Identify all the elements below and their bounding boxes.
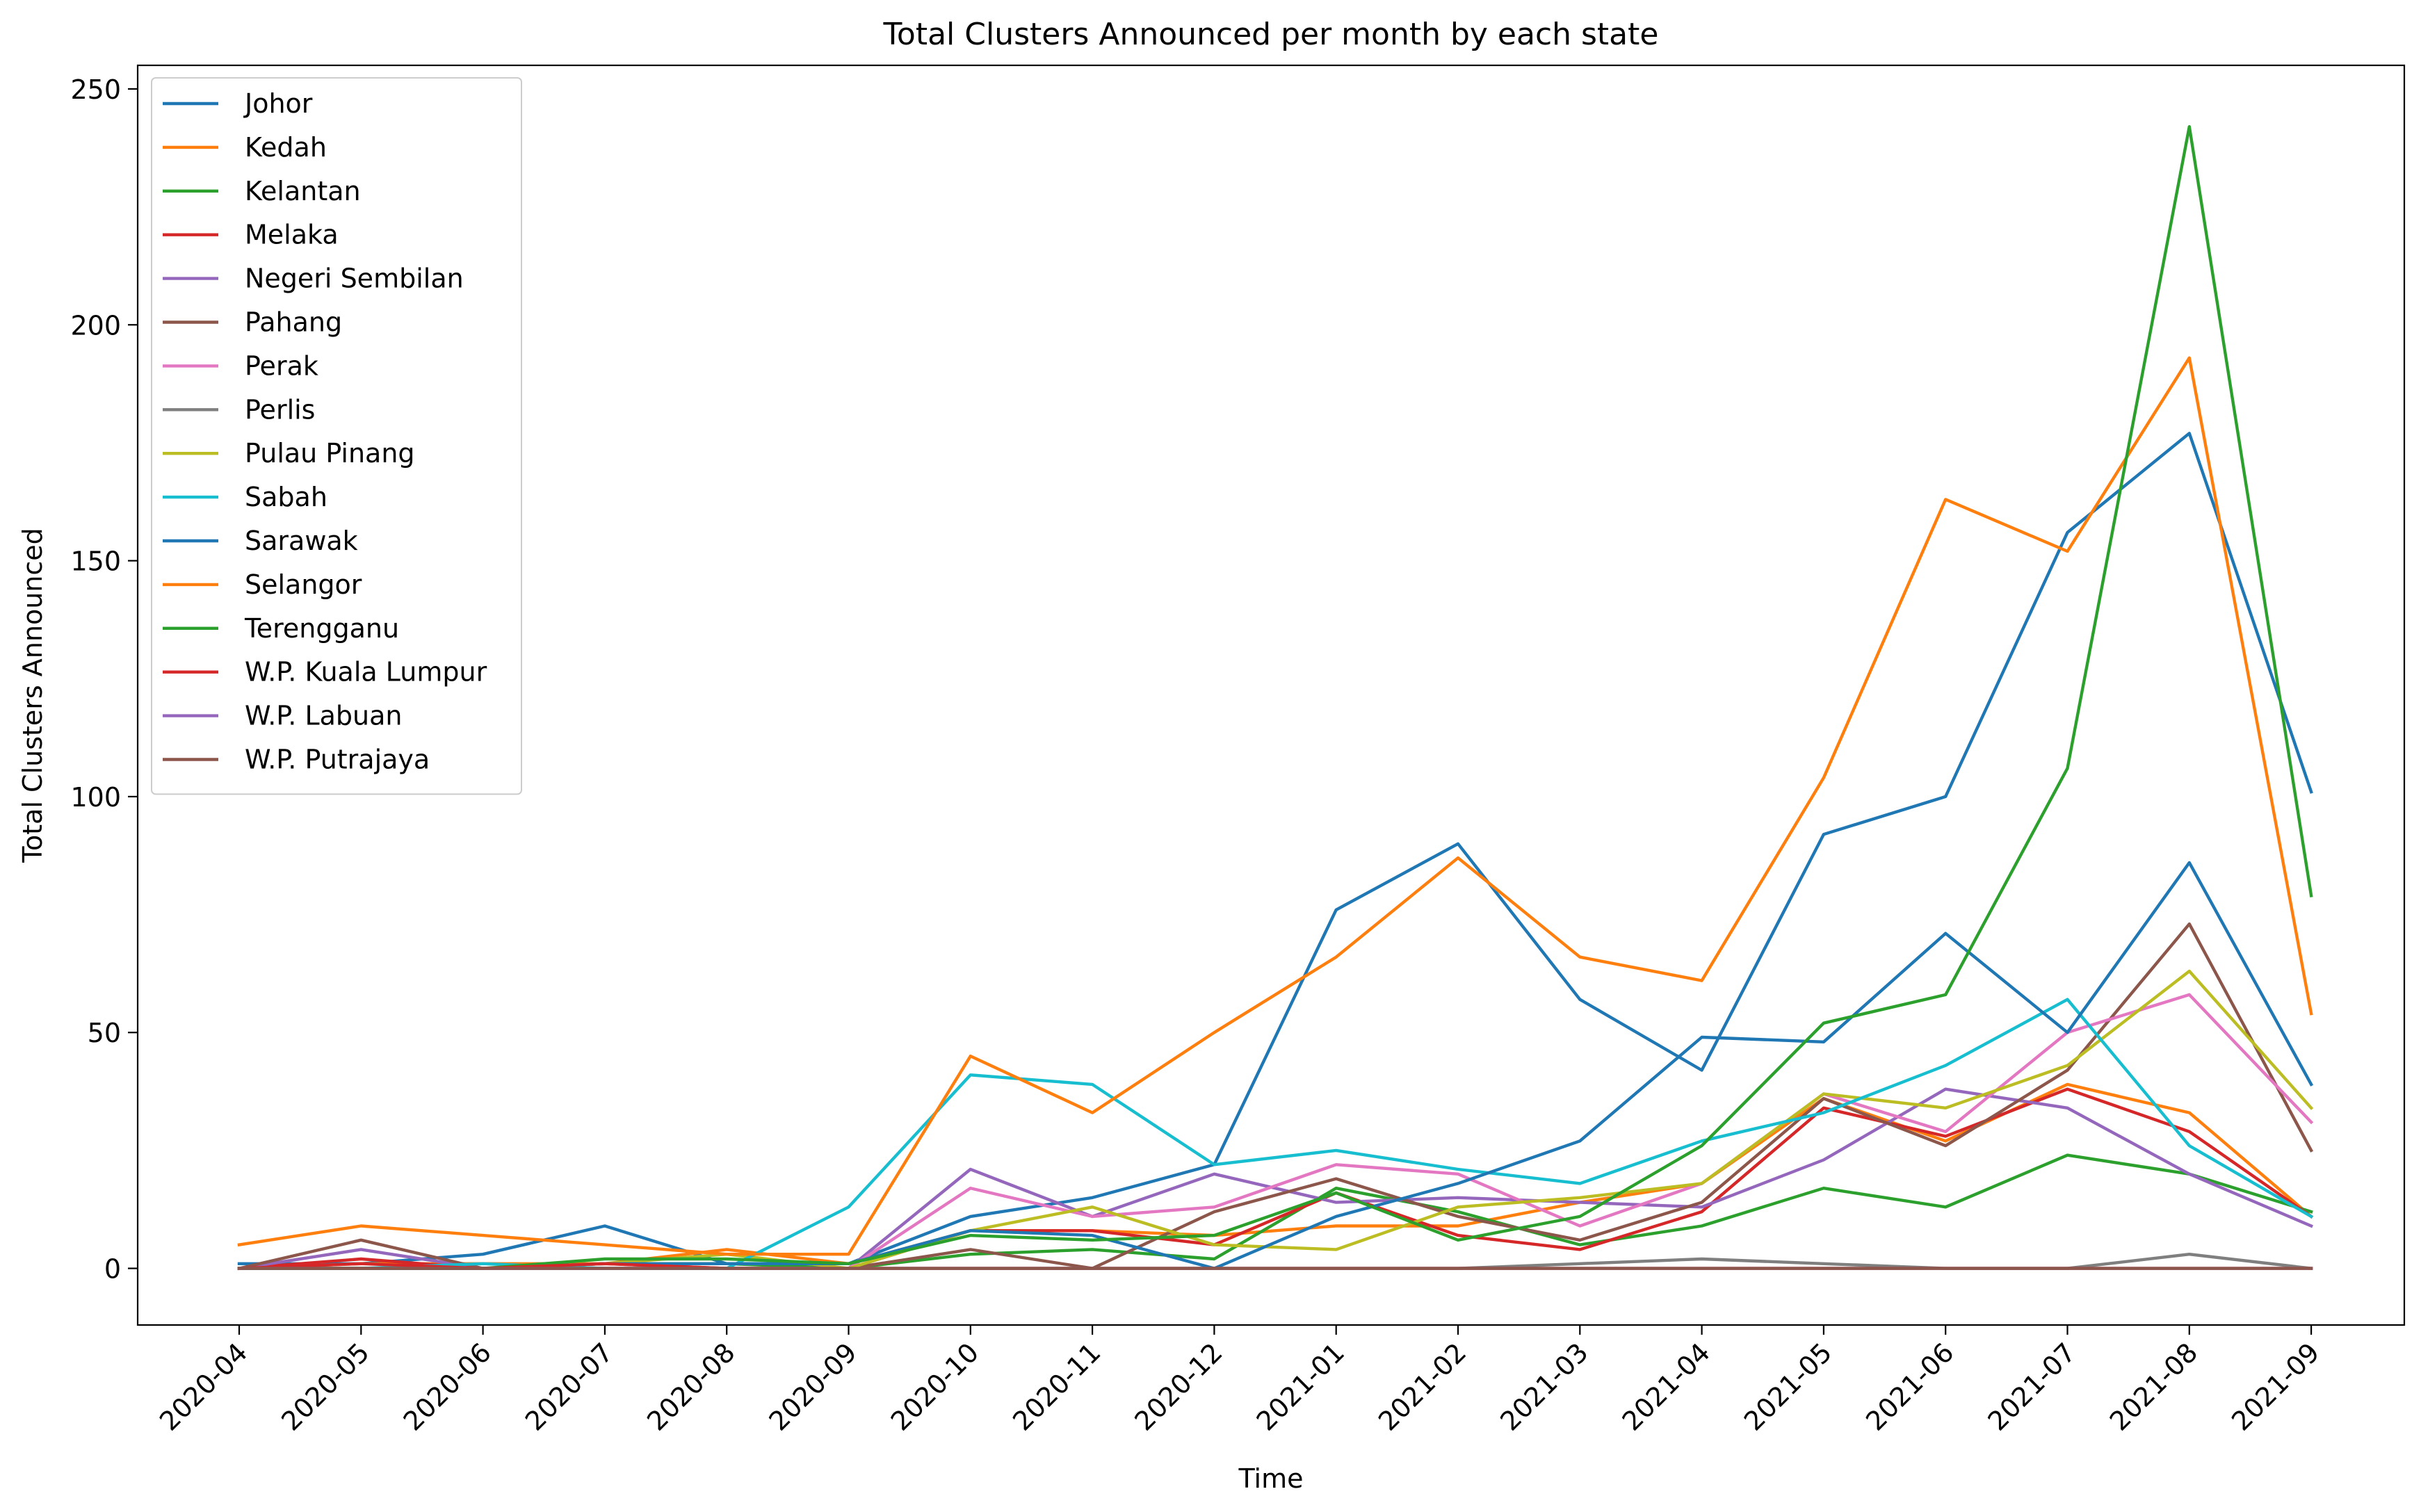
- legend-label: Kelantan: [245, 176, 361, 206]
- legend-label: Perlis: [245, 394, 315, 425]
- legend-label: W.P. Labuan: [245, 701, 402, 731]
- y-tick-label: 250: [70, 74, 121, 105]
- x-tick-label: 2021-01: [1251, 1337, 1350, 1436]
- plot-frame: [136, 64, 2406, 1326]
- legend-label: Kedah: [245, 132, 327, 163]
- x-tick-label: 2021-05: [1738, 1337, 1838, 1436]
- y-axis-label: Total Clusters Announced: [17, 528, 48, 863]
- legend-label: W.P. Kuala Lumpur: [245, 657, 487, 688]
- x-tick-label: 2021-07: [1982, 1337, 2081, 1436]
- legend-label: Terengganu: [244, 613, 399, 644]
- legend-label: Perak: [245, 350, 318, 381]
- x-tick-label: 2020-09: [763, 1337, 862, 1436]
- x-tick-label: 2020-07: [519, 1337, 619, 1436]
- y-tick-label: 200: [70, 310, 121, 341]
- chart-title: Total Clusters Announced per month by ea…: [883, 17, 1659, 52]
- x-tick-label: 2020-08: [641, 1337, 740, 1436]
- x-axis: 2020-04 2020-05 2020-06 2020-07 2020-08 2020-…: [154, 1325, 2325, 1437]
- legend-label: Sabah: [245, 482, 327, 512]
- legend-label: Pahang: [245, 307, 342, 338]
- x-tick-label: 2020-04: [154, 1337, 253, 1436]
- x-tick-label: 2021-09: [2226, 1337, 2325, 1436]
- legend-frame: [151, 77, 522, 795]
- legend-label: Negeri Sembilan: [245, 263, 464, 294]
- y-axis: 0 50 100 150 200 250: [70, 74, 138, 1285]
- series-line-terengganu: [237, 124, 2313, 1270]
- legend-label: Melaka: [245, 220, 339, 250]
- x-tick-label: 2021-04: [1617, 1337, 1716, 1436]
- y-tick-label: 150: [70, 546, 121, 577]
- x-tick-label: 2021-06: [1860, 1337, 1959, 1436]
- legend: Johor Kedah Kelantan Melaka Negeri Sembilan P…: [151, 77, 522, 795]
- y-tick-label: 50: [88, 1018, 121, 1048]
- x-tick-label: 2021-03: [1494, 1337, 1594, 1436]
- series-line-sarawak: [237, 861, 2314, 1270]
- series-line-selangor: [237, 356, 2313, 1256]
- legend-label: Pulau Pinang: [245, 438, 415, 469]
- x-axis-label: Time: [1238, 1463, 1304, 1494]
- x-tick-label: 2020-11: [1007, 1337, 1106, 1436]
- series-line-johor: [237, 432, 2313, 1266]
- legend-label: W.P. Putrajaya: [245, 745, 430, 775]
- x-tick-label: 2020-06: [398, 1337, 497, 1436]
- x-tick-label: 2021-02: [1373, 1337, 1472, 1436]
- y-tick-label: 0: [104, 1254, 121, 1285]
- x-tick-label: 2020-05: [275, 1337, 375, 1436]
- plot-area: [237, 124, 2314, 1271]
- x-tick-label: 2020-10: [885, 1337, 985, 1436]
- series-line-kelantan: [237, 1153, 2313, 1270]
- x-tick-label: 2021-08: [2104, 1337, 2203, 1436]
- legend-label: Sarawak: [245, 526, 358, 556]
- y-tick-label: 100: [70, 782, 121, 813]
- x-tick-label: 2020-12: [1128, 1337, 1228, 1436]
- legend-label: Selangor: [245, 569, 362, 600]
- legend-label: Johor: [243, 88, 313, 119]
